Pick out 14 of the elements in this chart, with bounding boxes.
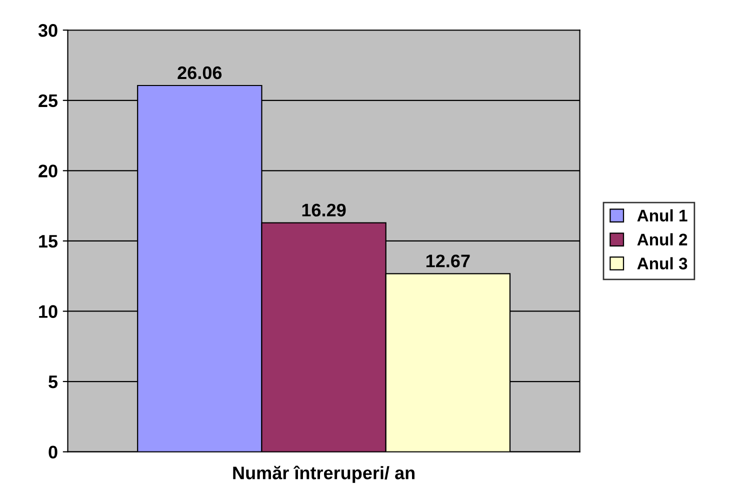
data-label: 12.67 (426, 254, 470, 268)
legend-label: Anul 1 (637, 209, 688, 222)
y-tick-label: 10 (39, 305, 58, 318)
y-tick-label: 25 (38, 94, 58, 108)
legend-label: Anul 3 (637, 257, 688, 270)
y-tick-label: 30 (38, 24, 58, 37)
data-label: 26.06 (178, 66, 222, 80)
y-tick-label: 5 (48, 376, 58, 388)
x-tick-label: Număr întreruperi/ an (233, 466, 414, 483)
y-tick-label: 0 (48, 446, 58, 459)
y-tick-label: 20 (38, 164, 58, 178)
y-tick-label: 15 (39, 235, 58, 248)
legend-label: Anul 2 (637, 233, 688, 246)
data-label: 16.29 (302, 204, 346, 216)
